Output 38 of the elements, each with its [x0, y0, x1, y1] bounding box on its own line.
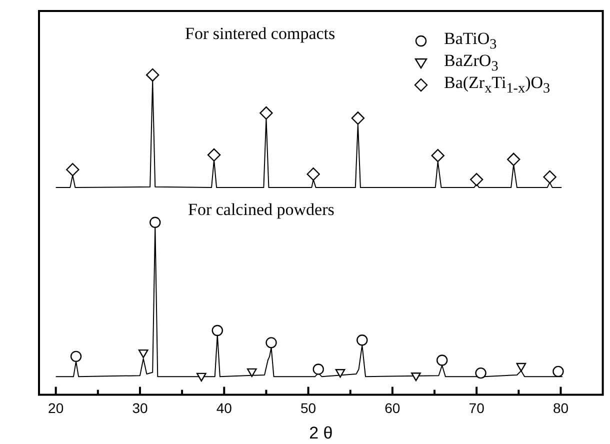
point [266, 337, 277, 348]
point [246, 368, 257, 378]
point [335, 368, 346, 378]
x-tick-label: 30 [132, 400, 148, 416]
point [212, 324, 223, 336]
legend-label: Ba(Zr$_{x}$Ti$_{1-x}$)O$_{3}$ [444, 72, 550, 98]
point [475, 367, 486, 379]
x-axis-title: 2 θ [309, 423, 333, 442]
legend-label: BaTiO$_{3}$ [444, 28, 497, 52]
x-tick-label: 20 [48, 400, 64, 416]
legend-label: BaZrO$_{3}$ [444, 50, 498, 74]
x-tick-label: 50 [300, 400, 316, 416]
point [146, 68, 160, 82]
point [552, 366, 564, 378]
point [196, 372, 206, 382]
point [66, 163, 80, 176]
point [507, 152, 520, 166]
point [138, 349, 148, 358]
text: For sintered compacts [185, 24, 336, 44]
x-tick-label: 80 [552, 400, 569, 416]
point [260, 106, 273, 120]
point [312, 364, 324, 375]
point [150, 216, 161, 228]
x-tick-label: 40 [216, 400, 232, 416]
point [516, 362, 526, 372]
x-tick-label: 60 [384, 400, 400, 416]
point [431, 148, 444, 162]
point [207, 148, 221, 162]
annotation: For calcined powders [188, 200, 334, 220]
point [470, 172, 484, 186]
point [356, 334, 368, 346]
point [70, 350, 82, 362]
point [411, 372, 421, 382]
point [306, 168, 320, 181]
point [543, 170, 556, 184]
point [351, 112, 365, 125]
x-tick-label: 70 [468, 400, 485, 416]
point [436, 354, 448, 366]
